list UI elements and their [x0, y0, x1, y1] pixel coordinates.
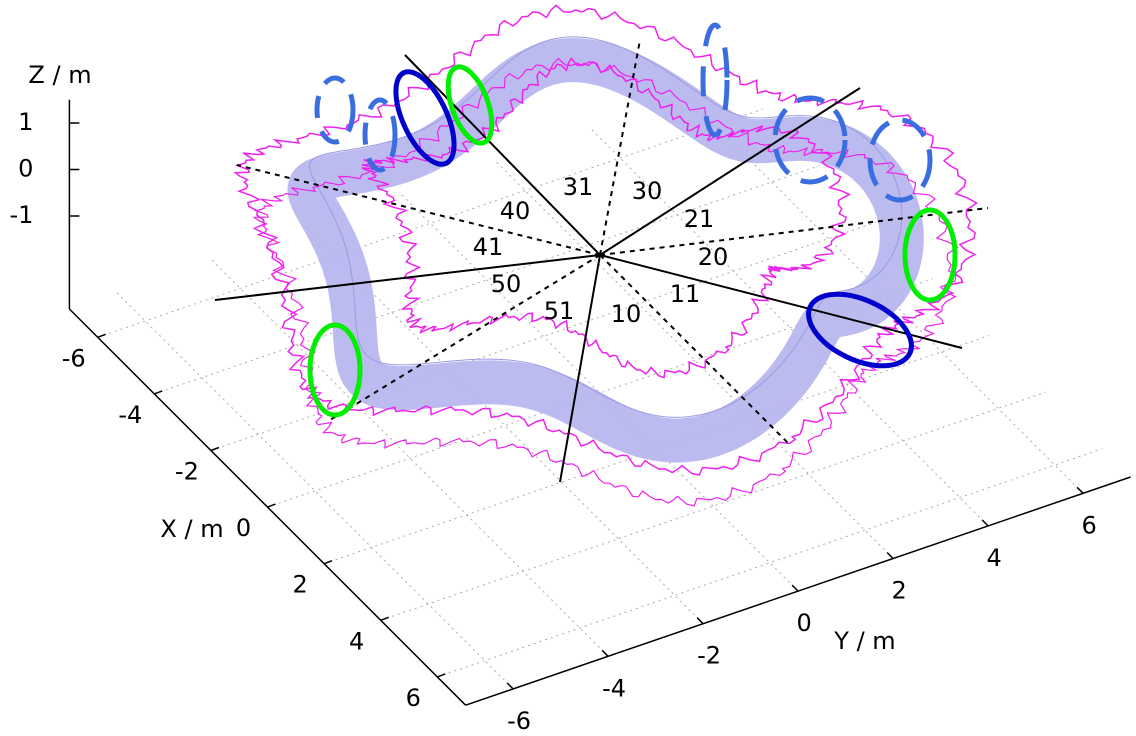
- vessel-outline: [362, 58, 849, 377]
- sector-label: 31: [563, 173, 594, 201]
- y-axis-label: Y / m: [833, 627, 895, 655]
- x-tick-label: -4: [118, 401, 142, 429]
- x-tick-label: 6: [406, 684, 421, 712]
- x-tick: [268, 504, 276, 507]
- sector-label: 51: [544, 297, 575, 325]
- y-tick: [982, 520, 988, 526]
- x-tick: [154, 391, 162, 394]
- coil: [317, 78, 353, 142]
- y-tick: [602, 650, 608, 656]
- x-tick-label: -2: [175, 458, 199, 486]
- x-tick: [98, 334, 106, 337]
- y-tick-label: -6: [507, 707, 531, 735]
- x-tick-label: 0: [236, 514, 251, 542]
- y-tick: [697, 618, 703, 624]
- x-tick-label: 2: [292, 571, 307, 599]
- sector-label: 50: [491, 270, 522, 298]
- sector-label: 21: [684, 205, 715, 233]
- sector-label: 30: [632, 177, 663, 205]
- page: {"chart_data": {"type": "surface3d", "xl…: [0, 0, 1136, 736]
- sector-label: 11: [670, 280, 701, 308]
- x-tick: [211, 448, 219, 451]
- spoke-dashed: [600, 208, 988, 255]
- x-tick-label: 4: [349, 627, 364, 655]
- y-tick-label: -2: [697, 642, 721, 670]
- y-tick-label: 4: [986, 544, 1001, 572]
- sector-label: 20: [698, 243, 729, 271]
- z-axis-label: Z / m: [28, 61, 91, 89]
- z-tick-label: 1: [18, 108, 33, 136]
- spoke: [560, 255, 600, 482]
- x-tick: [324, 561, 332, 564]
- z-tick-label: 0: [18, 155, 33, 183]
- y-tick-label: 0: [796, 609, 811, 637]
- z-tick-label: -1: [9, 201, 33, 229]
- sector-label: 40: [500, 197, 531, 225]
- y-tick-label: 6: [1081, 511, 1096, 539]
- x-tick: [381, 617, 389, 620]
- sector-label: 10: [611, 300, 642, 328]
- y-tick: [887, 553, 893, 559]
- y-tick: [792, 585, 798, 591]
- sector-label: 41: [473, 233, 504, 261]
- y-tick: [507, 683, 513, 689]
- y-tick-label: -4: [602, 674, 626, 702]
- x-tick: [437, 674, 445, 677]
- x-axis-label: X / m: [160, 515, 223, 543]
- y-tick-label: 2: [891, 577, 906, 605]
- x-tick-label: -6: [62, 344, 86, 372]
- chart: -6-4-20246-6-4-20246-101 31 30 40 21 41 …: [0, 0, 1136, 736]
- grid-line: [437, 449, 1102, 677]
- y-tick: [1077, 487, 1083, 493]
